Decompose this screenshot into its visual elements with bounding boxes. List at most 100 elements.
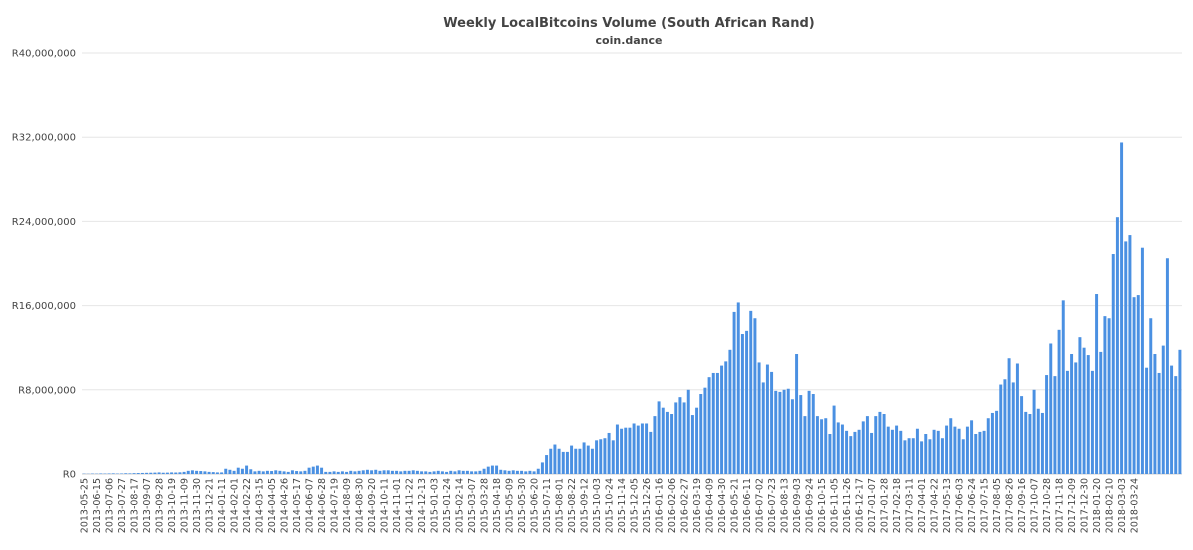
bar[interactable]	[1011, 382, 1015, 474]
bar[interactable]	[365, 469, 369, 474]
bar[interactable]	[740, 334, 744, 474]
bar[interactable]	[1045, 375, 1049, 474]
bar[interactable]	[1024, 411, 1028, 474]
bar[interactable]	[832, 405, 836, 474]
bar[interactable]	[895, 425, 899, 474]
bar[interactable]	[111, 473, 115, 474]
bar[interactable]	[1086, 355, 1090, 474]
bar[interactable]	[524, 471, 528, 474]
bar[interactable]	[828, 434, 832, 474]
bar[interactable]	[878, 411, 882, 474]
bar[interactable]	[1107, 318, 1111, 474]
bar[interactable]	[1099, 351, 1103, 474]
bar[interactable]	[1028, 414, 1032, 474]
bar[interactable]	[107, 473, 111, 474]
bar[interactable]	[215, 472, 219, 474]
bar[interactable]	[903, 440, 907, 474]
bar[interactable]	[207, 471, 211, 474]
bar[interactable]	[682, 402, 686, 474]
bar[interactable]	[403, 470, 407, 474]
bar[interactable]	[528, 470, 532, 474]
bar[interactable]	[674, 402, 678, 474]
bar[interactable]	[165, 472, 169, 474]
bar[interactable]	[99, 473, 103, 474]
bar[interactable]	[1149, 318, 1153, 474]
bar[interactable]	[636, 425, 640, 474]
bar[interactable]	[970, 420, 974, 474]
bar[interactable]	[565, 451, 569, 474]
bar[interactable]	[603, 438, 607, 474]
bar[interactable]	[1174, 376, 1178, 474]
bar[interactable]	[424, 471, 428, 474]
bar[interactable]	[228, 469, 232, 474]
bar[interactable]	[311, 466, 315, 474]
bar[interactable]	[1111, 254, 1115, 474]
bar[interactable]	[220, 472, 224, 474]
bar[interactable]	[149, 472, 153, 474]
bar[interactable]	[628, 427, 632, 474]
bar[interactable]	[861, 421, 865, 475]
bar[interactable]	[240, 468, 244, 474]
bar[interactable]	[890, 429, 894, 474]
bar[interactable]	[711, 372, 715, 474]
bar[interactable]	[157, 472, 161, 474]
bar[interactable]	[840, 424, 844, 474]
bar[interactable]	[945, 425, 949, 474]
bar[interactable]	[411, 470, 415, 474]
bar[interactable]	[286, 471, 290, 474]
bar[interactable]	[1132, 297, 1136, 474]
bar[interactable]	[1161, 345, 1165, 474]
bar[interactable]	[649, 431, 653, 474]
bar[interactable]	[899, 430, 903, 474]
bar[interactable]	[924, 434, 928, 474]
bar[interactable]	[440, 471, 444, 474]
bar[interactable]	[470, 471, 474, 474]
bar[interactable]	[132, 473, 136, 474]
bar[interactable]	[932, 429, 936, 474]
bar[interactable]	[178, 472, 182, 474]
bar[interactable]	[336, 471, 340, 474]
bar[interactable]	[495, 465, 499, 474]
bar[interactable]	[1095, 294, 1099, 474]
bar[interactable]	[849, 436, 853, 474]
bar[interactable]	[1020, 396, 1024, 474]
bar[interactable]	[224, 468, 228, 474]
bar[interactable]	[532, 471, 536, 474]
bar[interactable]	[453, 471, 457, 474]
bar[interactable]	[745, 330, 749, 474]
bar[interactable]	[536, 468, 540, 474]
bar[interactable]	[1170, 365, 1174, 474]
bar[interactable]	[1103, 316, 1107, 475]
bar[interactable]	[886, 426, 890, 474]
bar[interactable]	[824, 418, 828, 474]
bar[interactable]	[315, 465, 319, 474]
bar[interactable]	[940, 438, 944, 474]
bar[interactable]	[1178, 349, 1182, 474]
bar[interactable]	[332, 471, 336, 474]
bar[interactable]	[657, 401, 661, 474]
bar[interactable]	[836, 422, 840, 474]
bar[interactable]	[428, 471, 432, 474]
bar[interactable]	[728, 349, 732, 474]
bar[interactable]	[653, 416, 657, 474]
bar[interactable]	[349, 470, 353, 474]
bar[interactable]	[182, 471, 186, 474]
bar[interactable]	[486, 466, 490, 474]
bar[interactable]	[578, 448, 582, 474]
bar[interactable]	[1065, 370, 1069, 474]
bar[interactable]	[461, 470, 465, 474]
bar[interactable]	[965, 426, 969, 474]
bar[interactable]	[570, 445, 574, 474]
bar[interactable]	[128, 473, 132, 474]
bar[interactable]	[595, 440, 599, 474]
bar[interactable]	[790, 399, 794, 474]
bar[interactable]	[982, 430, 986, 474]
bar[interactable]	[765, 364, 769, 474]
bar[interactable]	[1090, 370, 1094, 474]
bar[interactable]	[553, 444, 557, 474]
bar[interactable]	[161, 472, 165, 474]
bar[interactable]	[599, 439, 603, 474]
bar[interactable]	[936, 430, 940, 474]
bar[interactable]	[1157, 372, 1161, 474]
bar[interactable]	[1040, 412, 1044, 474]
